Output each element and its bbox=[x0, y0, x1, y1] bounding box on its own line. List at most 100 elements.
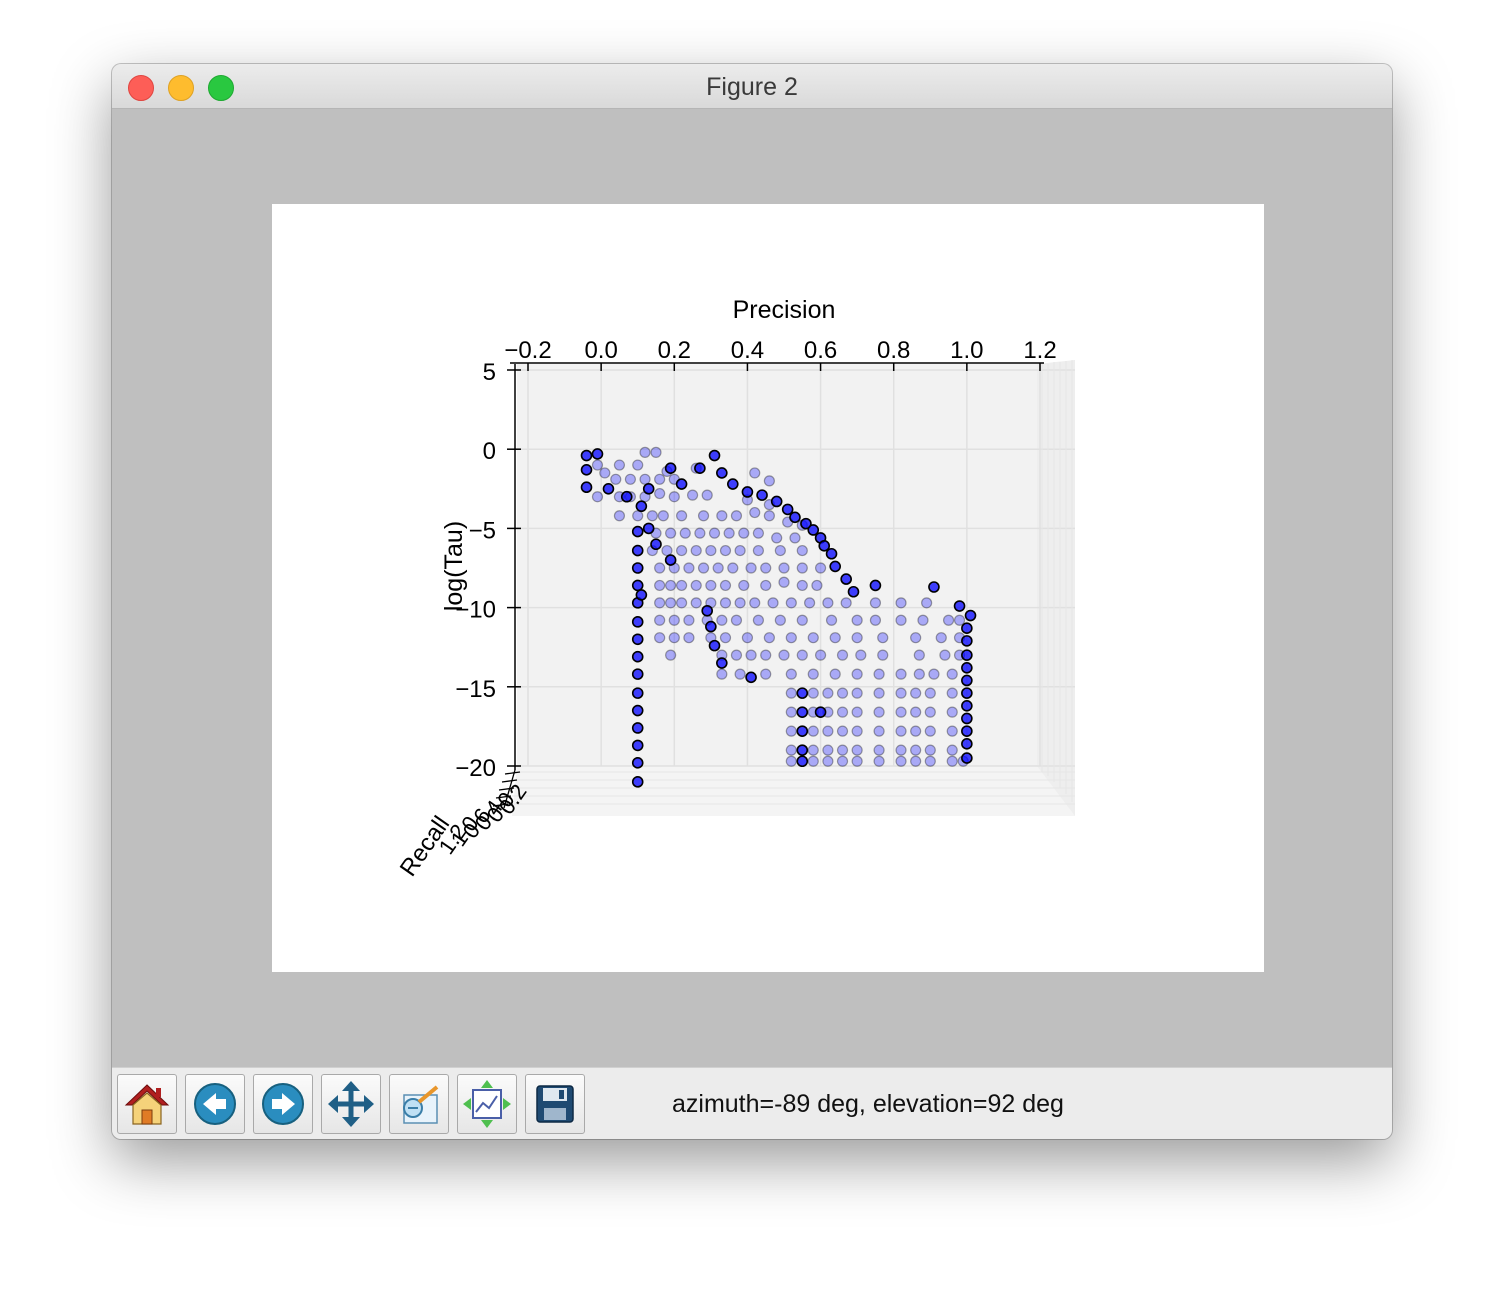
data-point bbox=[741, 486, 754, 498]
y-tick-label: −10 bbox=[455, 597, 496, 624]
data-point bbox=[745, 562, 757, 574]
data-point bbox=[635, 589, 648, 601]
subplots-button[interactable] bbox=[457, 1074, 517, 1134]
data-point bbox=[668, 491, 680, 503]
y-tick-label: 5 bbox=[483, 359, 496, 386]
data-point bbox=[763, 632, 775, 644]
data-point bbox=[701, 604, 714, 617]
data-point bbox=[961, 635, 973, 647]
data-point bbox=[910, 632, 922, 644]
data-point bbox=[686, 489, 699, 501]
data-point bbox=[665, 649, 677, 661]
save-button[interactable] bbox=[525, 1074, 585, 1134]
data-point bbox=[631, 704, 644, 717]
data-point bbox=[760, 579, 772, 592]
x-tick-label: −0.2 bbox=[504, 337, 551, 364]
data-point bbox=[829, 632, 841, 644]
minimize-window-button[interactable] bbox=[168, 75, 194, 101]
data-point bbox=[924, 725, 936, 737]
home-icon bbox=[124, 1084, 170, 1125]
zoom-button[interactable] bbox=[389, 1074, 449, 1134]
data-point bbox=[771, 532, 783, 544]
data-point bbox=[895, 706, 907, 718]
home-button[interactable] bbox=[117, 1074, 177, 1134]
data-point bbox=[895, 744, 907, 756]
data-point bbox=[807, 524, 820, 536]
data-point bbox=[676, 510, 688, 522]
data-point bbox=[873, 755, 885, 767]
data-point bbox=[924, 687, 936, 699]
data-point bbox=[910, 687, 922, 699]
data-point bbox=[716, 614, 728, 626]
move-icon bbox=[328, 1081, 374, 1127]
data-point bbox=[741, 632, 754, 644]
figure-canvas[interactable]: −0.2 0.0 0.2 0.4 0.6 0.8 1.0 1.2 5 0 −5 −10 −15 −20 … bbox=[272, 204, 1264, 972]
data-point bbox=[822, 755, 834, 767]
data-point bbox=[785, 687, 797, 699]
data-point bbox=[796, 562, 808, 574]
data-point bbox=[719, 632, 732, 644]
data-point bbox=[785, 668, 797, 680]
data-point bbox=[796, 614, 808, 626]
data-point bbox=[631, 562, 644, 574]
data-point bbox=[738, 527, 750, 539]
zoom-window-button[interactable] bbox=[208, 75, 234, 101]
data-point bbox=[847, 585, 860, 598]
data-point bbox=[796, 755, 809, 768]
data-point bbox=[708, 527, 721, 539]
data-point bbox=[961, 752, 973, 764]
data-point bbox=[642, 482, 655, 495]
data-point bbox=[778, 562, 790, 574]
figure-window: Figure 2 −0.2 bbox=[112, 64, 1392, 1139]
x-tick-label: 0.6 bbox=[804, 337, 837, 364]
data-point bbox=[613, 459, 626, 471]
data-point bbox=[654, 487, 666, 500]
data-point bbox=[928, 581, 940, 593]
data-point bbox=[727, 562, 739, 574]
data-point bbox=[851, 668, 863, 680]
data-point bbox=[851, 687, 863, 699]
data-point bbox=[632, 510, 644, 522]
data-point bbox=[654, 597, 666, 609]
data-point bbox=[785, 597, 797, 609]
forward-button[interactable] bbox=[253, 1074, 313, 1134]
data-point bbox=[873, 706, 885, 718]
back-button[interactable] bbox=[185, 1074, 245, 1134]
data-point bbox=[676, 544, 688, 557]
data-point bbox=[752, 544, 764, 557]
back-pane bbox=[517, 364, 1075, 816]
data-point bbox=[716, 657, 728, 669]
data-point bbox=[921, 597, 933, 609]
data-point bbox=[752, 527, 764, 539]
x-tick-label: 0.2 bbox=[658, 337, 691, 364]
data-point bbox=[599, 467, 611, 479]
data-point bbox=[683, 614, 695, 626]
y-tick-label: −5 bbox=[469, 517, 496, 544]
data-point bbox=[796, 706, 809, 718]
data-point bbox=[961, 661, 973, 674]
data-point bbox=[807, 725, 819, 737]
data-point bbox=[631, 544, 644, 557]
pan-button[interactable] bbox=[321, 1074, 381, 1134]
data-point bbox=[683, 562, 695, 574]
data-point bbox=[675, 478, 688, 490]
data-point bbox=[631, 579, 644, 592]
data-point bbox=[836, 706, 849, 718]
data-point bbox=[642, 522, 655, 535]
data-point bbox=[763, 475, 775, 487]
data-point bbox=[829, 668, 841, 680]
data-point bbox=[913, 649, 925, 661]
data-point bbox=[873, 668, 885, 680]
data-point bbox=[650, 446, 662, 458]
data-point bbox=[877, 632, 889, 644]
data-point bbox=[708, 639, 721, 652]
data-point bbox=[869, 579, 882, 592]
data-point bbox=[807, 744, 819, 756]
data-point bbox=[869, 597, 882, 609]
data-point bbox=[745, 649, 757, 661]
scatter-3d-plot[interactable]: −0.2 0.0 0.2 0.4 0.6 0.8 1.0 1.2 50−5−10−15−20 … bbox=[272, 204, 1264, 972]
close-window-button[interactable] bbox=[128, 75, 154, 101]
data-point bbox=[961, 700, 973, 712]
data-point bbox=[778, 649, 790, 661]
data-point bbox=[708, 449, 721, 462]
